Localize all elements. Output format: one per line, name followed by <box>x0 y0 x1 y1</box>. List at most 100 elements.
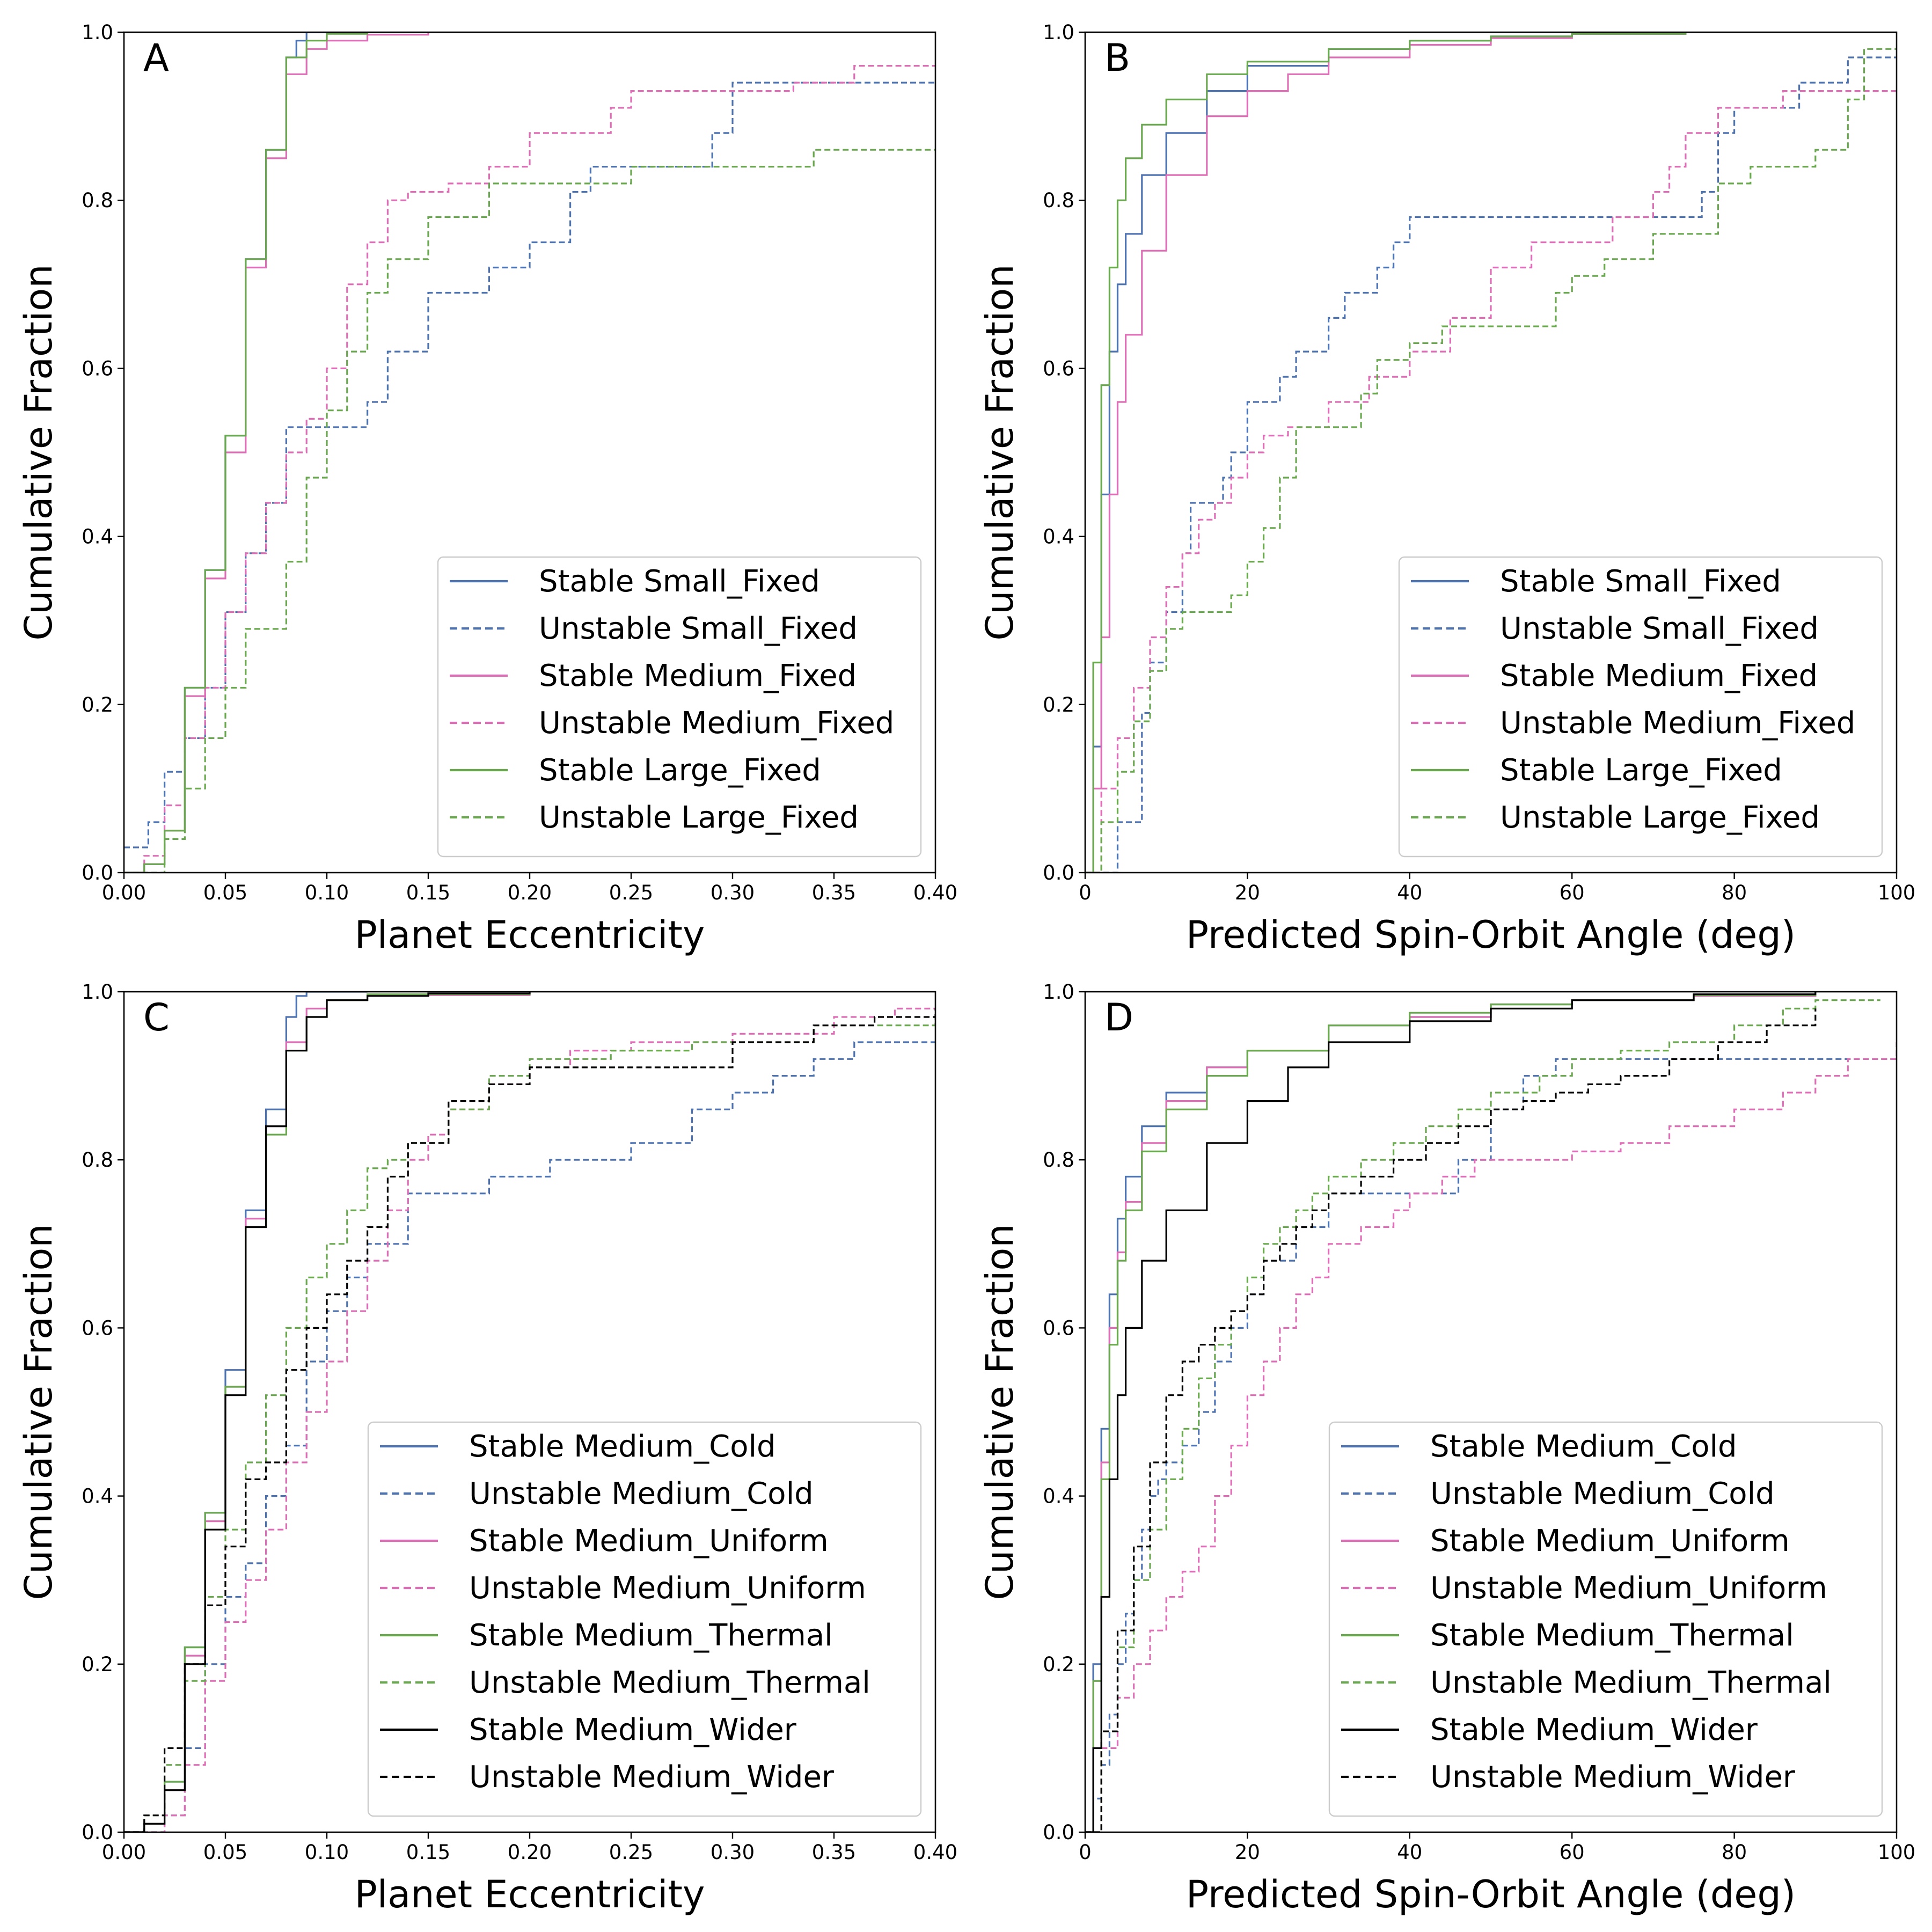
series-line-stable-medium-fixed <box>1085 32 1687 873</box>
y-tick-label: 0.6 <box>1043 1316 1074 1340</box>
x-tick-label: 0.20 <box>508 1841 552 1864</box>
series-group <box>124 992 935 1832</box>
series-line-unstable-medium-uniform <box>124 1007 935 1832</box>
legend-entry: Stable Medium_Wider <box>1430 1713 1758 1747</box>
y-axis-label: Cumulative Fraction <box>978 264 1022 640</box>
series-line-stable-medium-wider <box>1085 992 1817 1832</box>
x-axis-label: Planet Eccentricity <box>355 1872 705 1916</box>
y-tick-label: 0.4 <box>82 1485 113 1508</box>
panel-letter: A <box>143 36 169 80</box>
legend-entry: Stable Medium_Cold <box>1430 1429 1737 1464</box>
y-axis-label: Cumulative Fraction <box>17 1224 61 1600</box>
legend-box <box>367 1421 922 1817</box>
series-line-stable-large-fixed <box>1085 32 1687 873</box>
legend-entry: Unstable Medium_Cold <box>469 1476 814 1511</box>
y-tick-label: 0.6 <box>82 1316 113 1340</box>
x-tick-label: 0.15 <box>406 881 450 904</box>
y-tick-label: 0.4 <box>82 525 113 548</box>
legend: Stable Medium_Cold Unstable Medium_Cold St… <box>1328 1421 1883 1817</box>
y-tick-label: 0.6 <box>1043 357 1074 380</box>
legend-entry: Unstable Medium_Wider <box>469 1760 835 1795</box>
series-line-unstable-small-fixed <box>124 82 935 848</box>
legend-entry: Stable Large_Fixed <box>539 753 821 788</box>
y-tick-label: 0.2 <box>1043 693 1074 716</box>
y-tick-label: 1.0 <box>82 980 113 1004</box>
series-group <box>1085 32 1897 873</box>
x-tick-label: 0 <box>1079 1841 1092 1864</box>
series-line-stable-large-fixed <box>124 32 428 873</box>
series-line-stable-medium-wider <box>124 992 531 1832</box>
series-line-unstable-large-fixed <box>124 149 935 873</box>
legend-entry: Stable Medium_Cold <box>469 1429 776 1464</box>
x-tick-label: 100 <box>1878 881 1916 904</box>
legend-entry: Unstable Medium_Wider <box>1430 1760 1796 1795</box>
x-tick-label: 0.40 <box>913 1841 957 1864</box>
x-tick-label: 40 <box>1397 1841 1422 1864</box>
x-axis-label: Predicted Spin-Orbit Angle (deg) <box>1186 1872 1796 1916</box>
x-tick-label: 0.05 <box>203 1841 247 1864</box>
y-axis-label: Cumulative Fraction <box>17 264 61 640</box>
series-line-stable-medium-cold <box>124 992 368 1832</box>
legend-entry: Unstable Small_Fixed <box>539 611 858 646</box>
x-tick-label: 0.10 <box>305 1841 349 1864</box>
legend: Stable Medium_Cold Unstable Medium_Cold St… <box>367 1421 922 1817</box>
y-tick-label: 0.2 <box>82 693 113 716</box>
y-tick-label: 0.0 <box>1043 861 1074 884</box>
legend-entry: Unstable Medium_Fixed <box>539 706 894 741</box>
x-tick-label: 0.10 <box>305 881 349 904</box>
x-tick-label: 60 <box>1560 1841 1585 1864</box>
legend-entry: Stable Small_Fixed <box>539 564 820 599</box>
series-line-unstable-medium-fixed <box>124 65 935 873</box>
series-line-unstable-medium-uniform <box>1085 1042 1897 1832</box>
legend-box <box>1328 1421 1883 1817</box>
x-tick-label: 100 <box>1878 1841 1916 1864</box>
y-tick-label: 0.4 <box>1043 525 1074 548</box>
x-tick-label: 0.20 <box>508 881 552 904</box>
x-tick-label: 0 <box>1079 881 1092 904</box>
y-tick-label: 0.4 <box>1043 1485 1074 1508</box>
y-tick-label: 0.8 <box>82 1148 113 1172</box>
series-line-unstable-medium-fixed <box>1085 90 1897 873</box>
legend-entry: Unstable Medium_Fixed <box>1500 706 1855 741</box>
y-tick-label: 1.0 <box>1043 980 1074 1004</box>
series-line-unstable-medium-cold <box>1085 1058 1897 1832</box>
panel-C: 0.00 0.05 0.10 0.15 0.20 0.25 0.30 0.35 0.40 0.0 0… <box>17 980 957 1916</box>
legend-entry: Unstable Large_Fixed <box>539 800 859 835</box>
series-line-unstable-medium-thermal <box>124 1017 935 1832</box>
legend: Stable Small_Fixed Unstable Small_Fixed St… <box>1398 556 1883 858</box>
legend-entry: Stable Medium_Fixed <box>539 658 857 693</box>
x-tick-label: 0.00 <box>102 1841 146 1864</box>
legend-entry: Stable Medium_Uniform <box>1430 1524 1790 1558</box>
legend-entry: Unstable Medium_Uniform <box>1430 1571 1827 1606</box>
x-tick-label: 0.25 <box>609 1841 653 1864</box>
y-tick-label: 0.6 <box>82 357 113 380</box>
y-tick-label: 1.0 <box>82 21 113 44</box>
legend-box <box>437 556 922 858</box>
legend-entry: Unstable Small_Fixed <box>1500 611 1819 646</box>
legend-entry: Stable Large_Fixed <box>1500 753 1782 788</box>
y-tick-label: 0.2 <box>1043 1653 1074 1676</box>
x-tick-label: 0.35 <box>812 1841 856 1864</box>
series-group <box>124 32 935 873</box>
series-line-unstable-large-fixed <box>1085 48 1897 873</box>
axes-frame <box>1084 991 1898 1833</box>
y-axis-label: Cumulative Fraction <box>978 1224 1022 1600</box>
legend-entry: Stable Medium_Thermal <box>1430 1618 1794 1653</box>
legend-entry: Stable Medium_Thermal <box>469 1618 833 1653</box>
x-tick-label: 20 <box>1235 1841 1260 1864</box>
x-tick-label: 0.40 <box>913 881 957 904</box>
axes-frame <box>1084 31 1898 874</box>
series-line-unstable-medium-wider <box>124 1008 935 1832</box>
x-tick-label: 20 <box>1235 881 1260 904</box>
legend-entry: Stable Small_Fixed <box>1500 564 1781 599</box>
panel-letter: D <box>1104 996 1133 1040</box>
x-tick-label: 40 <box>1397 881 1422 904</box>
legend-entry: Stable Medium_Fixed <box>1500 658 1818 693</box>
x-tick-label: 0.05 <box>203 881 247 904</box>
x-tick-label: 80 <box>1722 881 1747 904</box>
panel-B: 0 20 40 60 80 100 0.0 0.2 0.4 0.6 0.8 1.0 Predicted … <box>978 21 1915 957</box>
legend-entry: Stable Medium_Uniform <box>469 1524 829 1558</box>
x-tick-label: 0.25 <box>609 881 653 904</box>
panel-letter: C <box>143 996 170 1040</box>
